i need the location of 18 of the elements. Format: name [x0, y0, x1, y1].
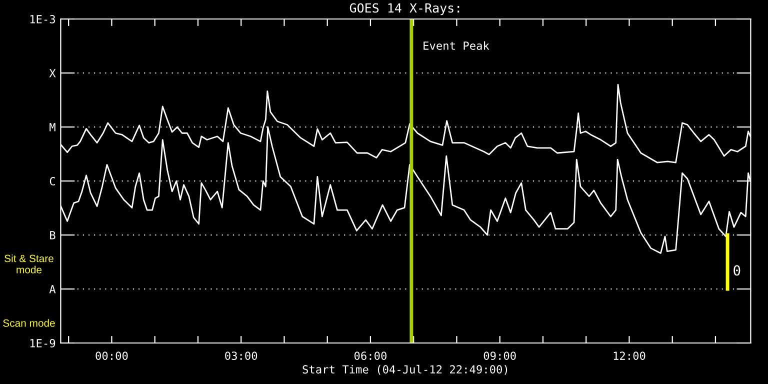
ref-line-label: Event Peak	[424, 41, 490, 50]
y-tick-label: C	[50, 177, 55, 186]
annotation: 0	[734, 265, 740, 276]
text: Scan mode	[3, 319, 55, 327]
chart-title: GOES 14 X-Rays:	[350, 3, 460, 16]
y-tick-label: 1E-3	[30, 15, 56, 24]
x-tick-label: 06:00	[354, 352, 386, 360]
y-tick-label: 1E-9	[30, 339, 56, 348]
x-axis-title: Start Time (04-Jul-12 22:49:00)	[302, 364, 508, 375]
x-tick-label: 12:00	[614, 352, 646, 360]
x-tick-label: 03:00	[225, 352, 258, 360]
x-tick-label: 00:00	[96, 352, 128, 360]
text: Sit & Stare mode	[4, 254, 54, 274]
y-tick-label: B	[50, 231, 56, 240]
y-tick-label: A	[49, 285, 56, 294]
x-tick-label: 09:00	[484, 352, 516, 360]
y-tick-label: M	[50, 123, 56, 132]
y-tick-label: X	[49, 69, 56, 78]
